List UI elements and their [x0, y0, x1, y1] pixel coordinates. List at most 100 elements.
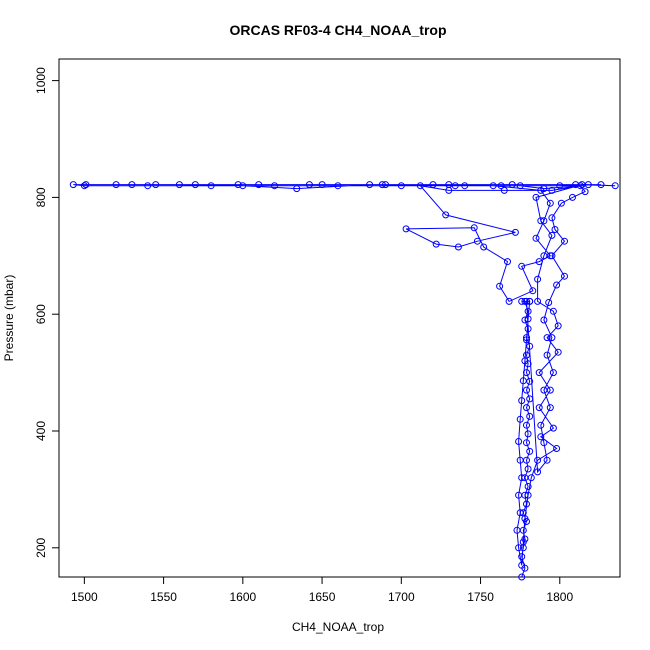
x-tick-label: 1700	[388, 590, 415, 604]
data-point	[516, 509, 524, 517]
data-point	[397, 182, 405, 190]
data-point	[524, 483, 532, 490]
data-point	[516, 415, 524, 423]
data-point	[80, 182, 88, 190]
data-point	[144, 182, 152, 190]
data-point	[549, 424, 557, 432]
data-point	[234, 181, 242, 189]
data-point	[511, 228, 519, 236]
data-point	[524, 465, 532, 473]
data-point	[207, 182, 215, 190]
y-tick-label: 1000	[34, 67, 48, 94]
data-point	[535, 258, 543, 266]
y-tick-label: 200	[34, 537, 48, 557]
data-point	[515, 491, 523, 499]
x-tick-label: 1550	[150, 590, 177, 604]
data-point	[556, 182, 564, 190]
x-axis-label: CH4_NOAA_trop	[292, 620, 384, 634]
data-point	[524, 491, 532, 499]
data-point	[523, 386, 530, 394]
data-point	[526, 297, 534, 305]
data-point	[496, 282, 504, 290]
data-point	[69, 181, 77, 189]
data-point	[402, 225, 410, 233]
data-point	[318, 181, 326, 189]
data-point	[553, 445, 561, 452]
data-point	[366, 181, 374, 189]
data-point	[518, 553, 526, 561]
data-point	[545, 299, 553, 306]
data-point	[523, 500, 530, 508]
data-point	[526, 447, 534, 455]
data-point	[537, 186, 545, 194]
data-point	[82, 181, 90, 189]
data-point	[537, 421, 545, 429]
data-point	[526, 412, 534, 420]
series-line	[73, 184, 616, 578]
data-point	[516, 456, 524, 464]
data-points	[69, 181, 619, 581]
data-point	[532, 193, 540, 201]
data-point	[597, 181, 605, 189]
data-point	[255, 181, 263, 189]
data-point	[508, 181, 516, 189]
data-point	[523, 439, 530, 447]
data-point	[521, 515, 529, 523]
data-point	[551, 226, 559, 233]
data-point	[549, 307, 557, 315]
data-point	[524, 307, 532, 315]
data-point	[535, 404, 543, 412]
x-axis: 1500 1550 1600 1650 1700 1750 1800	[71, 577, 573, 604]
data-point	[293, 185, 301, 193]
x-tick-label: 1750	[467, 590, 494, 604]
data-point	[271, 182, 278, 190]
data-point	[239, 182, 247, 190]
data-point	[515, 544, 523, 552]
data-point	[152, 181, 160, 189]
data-point	[548, 231, 556, 239]
data-point	[513, 526, 521, 534]
data-point	[543, 334, 551, 342]
data-point	[523, 297, 530, 305]
data-point	[518, 573, 526, 581]
data-point	[546, 199, 554, 207]
data-point	[489, 182, 497, 190]
data-point	[429, 181, 437, 189]
data-point	[473, 237, 481, 245]
data-point	[554, 322, 562, 330]
data-point	[523, 421, 530, 429]
data-point	[521, 316, 529, 324]
data-point	[461, 182, 469, 190]
data-point	[524, 315, 532, 323]
data-point	[569, 193, 576, 201]
data-point	[454, 243, 462, 251]
data-point	[519, 377, 527, 385]
data-point	[451, 182, 459, 190]
data-point	[442, 211, 450, 219]
data-point	[378, 181, 386, 189]
data-point	[540, 217, 548, 225]
data-point	[518, 397, 526, 405]
data-point	[611, 182, 619, 190]
data-point	[534, 456, 542, 464]
data-point	[529, 287, 537, 295]
data-point	[382, 181, 389, 189]
data-point	[554, 348, 562, 356]
data-point	[540, 252, 548, 260]
data-point	[504, 258, 511, 266]
data-point	[549, 369, 557, 377]
data-point	[523, 369, 530, 377]
data-point	[581, 188, 589, 196]
data-point	[532, 234, 540, 242]
data-point	[526, 395, 534, 403]
data-point	[480, 243, 488, 251]
data-point	[523, 334, 530, 342]
data-point	[523, 336, 530, 344]
data-point	[432, 240, 440, 248]
data-point	[553, 281, 561, 289]
data-point	[576, 182, 584, 190]
data-point	[191, 181, 199, 189]
data-point	[521, 357, 529, 365]
data-point	[561, 272, 568, 280]
data-point	[527, 474, 535, 482]
